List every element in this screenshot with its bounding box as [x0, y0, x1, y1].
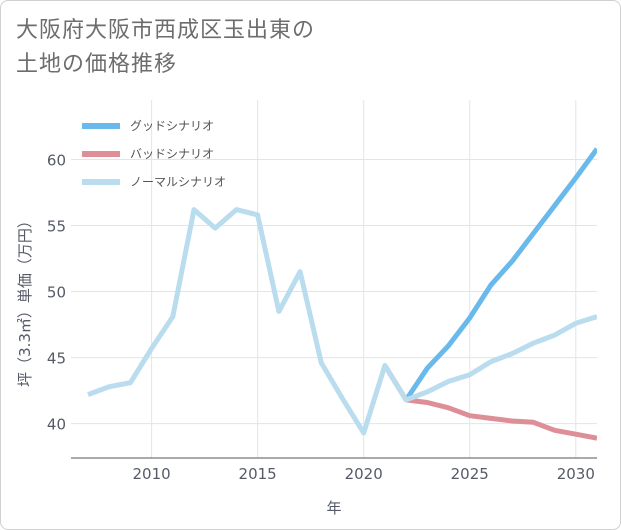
x-tick-label-2010: 2010: [133, 465, 171, 483]
y-tick-label-45: 45: [47, 350, 66, 368]
y-tick-label-50: 50: [47, 284, 66, 302]
chart-title-line-2: 土地の価格推移: [16, 52, 178, 77]
x-tick-labels: 2010 2015 2020 2025 2030: [133, 465, 595, 483]
legend-label-0: グッドシナリオ: [130, 119, 214, 133]
y-axis-label: 坪（3.3㎡）単価（万円）: [16, 213, 34, 387]
y-gridlines: [71, 158, 597, 425]
x-tick-label-2020: 2020: [345, 465, 383, 483]
series-line-0: [404, 147, 597, 402]
chart-title-line-1: 大阪府大阪市西成区玉出東の: [16, 18, 316, 43]
y-tick-label-55: 55: [47, 217, 66, 235]
y-tick-labels: 40 45 50 55 60: [47, 151, 66, 433]
y-tick-label-40: 40: [47, 416, 66, 434]
x-axis-label: 年: [326, 499, 341, 517]
y-tick-label-60: 60: [47, 151, 66, 169]
x-tick-label-2025: 2025: [451, 465, 489, 483]
x-tick-label-2030: 2030: [557, 465, 595, 483]
x-tick-label-2015: 2015: [239, 465, 277, 483]
series-line-1: [382, 364, 597, 441]
series-layer: [87, 147, 597, 441]
legend-label-2: ノーマルシナリオ: [130, 175, 226, 189]
legend-label-1: バッドシナリオ: [130, 147, 214, 161]
series-line-2: [87, 207, 597, 436]
chart-title: 大阪府大阪市西成区玉出東の 土地の価格推移: [16, 14, 315, 82]
